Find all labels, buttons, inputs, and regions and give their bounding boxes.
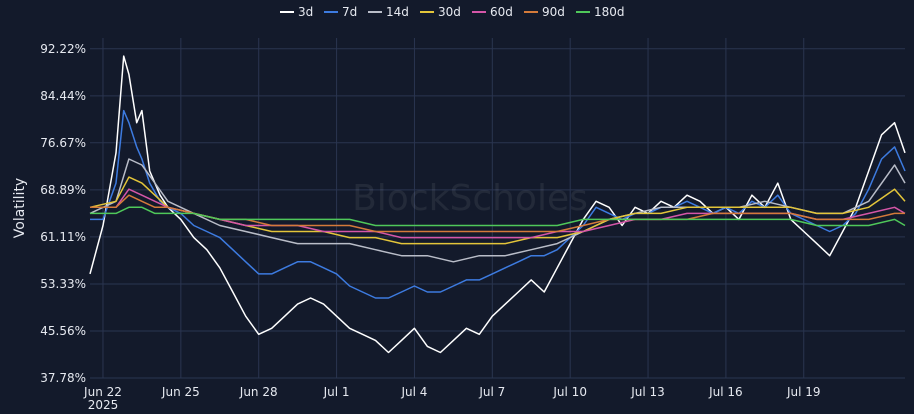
y-tick-label: 53.33% [40, 277, 86, 291]
x-tick-label: Jul 16 [708, 385, 743, 399]
legend-label: 90d [542, 5, 565, 19]
legend-item-90d[interactable]: 90d [524, 5, 565, 19]
legend-item-3d[interactable]: 3d [280, 5, 313, 19]
legend-item-7d[interactable]: 7d [324, 5, 357, 19]
x-tick-label: Jul 4 [400, 385, 427, 399]
legend-item-60d[interactable]: 60d [472, 5, 513, 19]
y-tick-label: 84.44% [40, 89, 86, 103]
legend-item-14d[interactable]: 14d [368, 5, 409, 19]
legend-label: 60d [490, 5, 513, 19]
x-tick-sublabel: 2025 [88, 398, 119, 410]
series-lines [89, 55, 906, 354]
legend-item-30d[interactable]: 30d [420, 5, 461, 19]
axes: 92.22% 84.44% 76.67% 68.89% 61.11% 53.33% 45.5… [40, 42, 821, 412]
x-tick-label: Jun 28 [239, 385, 278, 399]
x-tick-label: Jun 22 [83, 385, 122, 399]
legend-label: 180d [594, 5, 625, 19]
x-tick-label: Jul 1 [323, 385, 350, 399]
y-tick-label: 76.67% [40, 136, 86, 150]
series-line-180d [90, 206, 906, 227]
legend-label: 30d [438, 5, 461, 19]
y-tick-label: 45.56% [40, 324, 86, 338]
legend-item-180d[interactable]: 180d [576, 5, 625, 19]
y-tick-label: 68.89% [40, 183, 86, 197]
legend-label: 14d [386, 5, 409, 19]
series-line-90d [90, 194, 905, 233]
y-tick-label: 61.11% [40, 230, 86, 244]
watermark: BlockScholes [352, 178, 588, 219]
x-tick-label: Jul 7 [478, 385, 505, 399]
y-axis-label: Volatility [12, 178, 28, 238]
y-tick-label: 92.22% [40, 42, 86, 56]
x-tick-label: Jul 13 [630, 385, 665, 399]
y-tick-label: 37.78% [40, 371, 86, 385]
x-tick-label: Jun 25 [161, 385, 200, 399]
x-tick-label: Jul 19 [786, 385, 821, 399]
legend-label: 3d [298, 5, 313, 19]
legend[interactable]: 3d 7d 14d 30d 60d 90d 180d [280, 5, 625, 19]
x-tick-label: Jul 10 [552, 385, 587, 399]
legend-label: 7d [342, 5, 357, 19]
series-line-14d [89, 158, 906, 263]
